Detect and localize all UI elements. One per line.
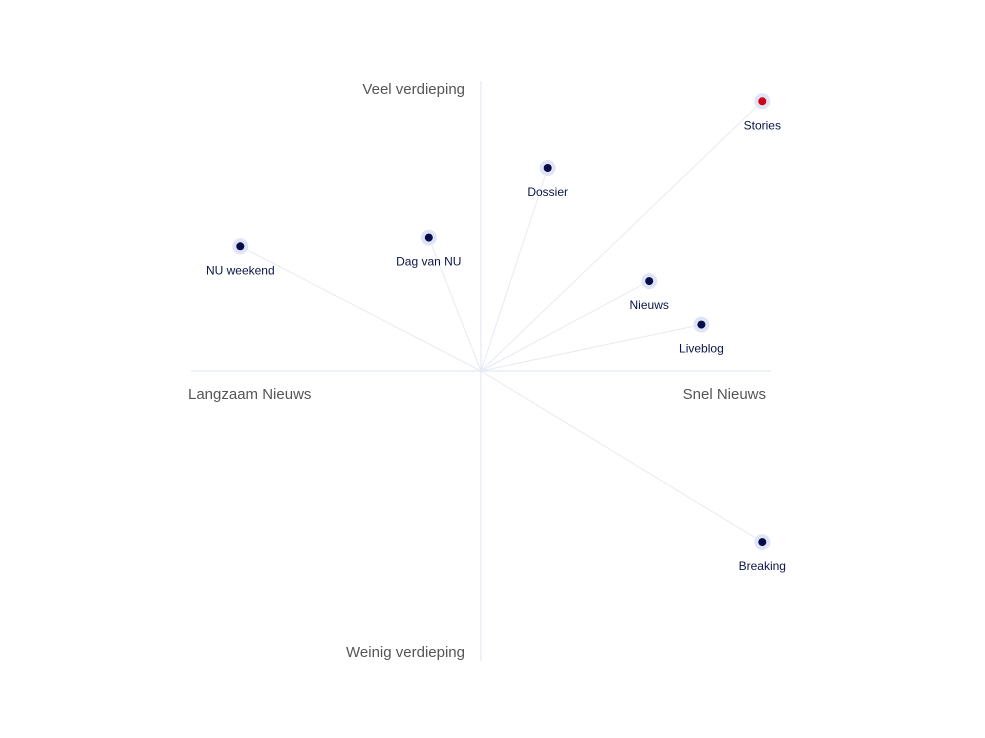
point-marker	[697, 320, 706, 329]
point-marker	[236, 242, 245, 251]
point-label: Breaking	[739, 559, 786, 573]
point-nu-weekend[interactable]: NU weekend	[206, 238, 275, 277]
point-label: Liveblog	[679, 342, 724, 356]
point-dag-van-nu[interactable]: Dag van NU	[396, 229, 461, 269]
spoke-dag-van-nu	[428, 237, 482, 372]
point-marker	[424, 233, 433, 242]
point-dossier[interactable]: Dossier	[527, 160, 568, 199]
axis-label-snel-nieuws: Snel Nieuws	[683, 386, 766, 403]
point-label: NU weekend	[206, 263, 275, 277]
axis-label-weinig-verdieping: Weinig verdieping	[346, 644, 465, 661]
spoke-nu-weekend	[240, 245, 482, 372]
spoke-dossier	[480, 167, 549, 372]
point-label: Dag van NU	[396, 255, 461, 269]
data-points: Stories Dossier NU weekend Dag van NU Nieuws…	[206, 93, 786, 573]
axis-label-veel-verdieping: Veel verdieping	[362, 81, 465, 98]
point-label: Stories	[744, 118, 781, 132]
point-stories[interactable]: Stories	[744, 93, 781, 132]
point-marker	[645, 277, 654, 286]
point-label: Dossier	[527, 185, 568, 199]
point-marker	[543, 164, 552, 172]
spoke-breaking	[480, 370, 763, 543]
point-liveblog[interactable]: Liveblog	[679, 316, 724, 356]
point-nieuws[interactable]: Nieuws	[630, 273, 669, 312]
spoke-nieuws	[480, 280, 650, 372]
spokes	[240, 100, 763, 543]
spoke-liveblog	[480, 324, 702, 372]
spoke-stories	[480, 100, 763, 372]
point-breaking[interactable]: Breaking	[739, 534, 786, 573]
point-marker	[758, 97, 767, 106]
point-label: Nieuws	[630, 298, 669, 312]
axis-labels: Veel verdieping Weinig verdieping Langza…	[188, 81, 766, 661]
point-marker	[758, 538, 767, 547]
axis-label-langzaam-nieuws: Langzaam Nieuws	[188, 386, 311, 403]
